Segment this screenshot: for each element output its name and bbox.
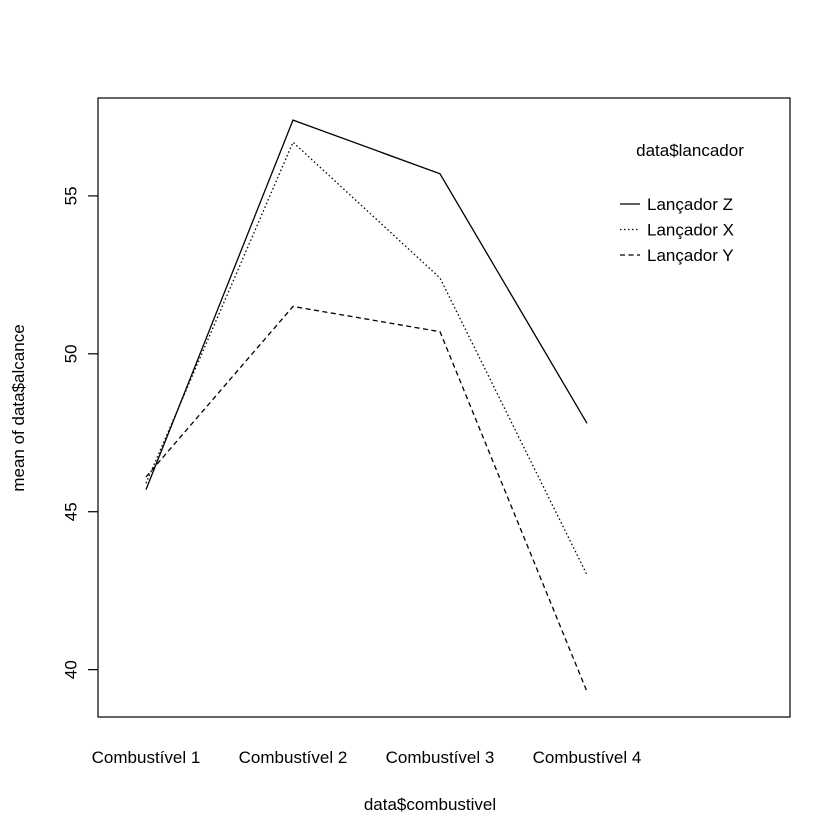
- series-line-1: [145, 141, 588, 576]
- y-axis-title: mean of data$alcance: [9, 324, 28, 491]
- series-layer: [145, 119, 588, 692]
- x-tick-label: Combustível 2: [239, 748, 348, 767]
- x-tick-label: Combustível 1: [92, 748, 201, 767]
- legend-label: Lançador Z: [647, 195, 733, 214]
- x-tick-label: Combustível 3: [386, 748, 495, 767]
- y-axis: 40 45 50 55: [61, 186, 98, 679]
- x-tick-label: Combustível 4: [533, 748, 642, 767]
- legend-title: data$lancador: [636, 141, 744, 160]
- y-tick-label: 45: [61, 502, 80, 521]
- x-axis: Combustível 1 Combustível 2 Combustível 3 C…: [92, 748, 642, 767]
- legend-label: Lançador X: [647, 221, 734, 240]
- legend-label: Lançador Y: [647, 246, 734, 265]
- legend: data$lancador Lançador Z Lançador X Lançad…: [620, 141, 744, 265]
- plot-frame: [97, 97, 791, 718]
- x-axis-title: data$combustivel: [364, 795, 496, 814]
- y-tick-label: 55: [61, 186, 80, 205]
- y-tick-label: 40: [61, 660, 80, 679]
- y-tick-label: 50: [61, 344, 80, 363]
- series-line-0: [145, 119, 588, 490]
- series-line-2: [145, 305, 588, 692]
